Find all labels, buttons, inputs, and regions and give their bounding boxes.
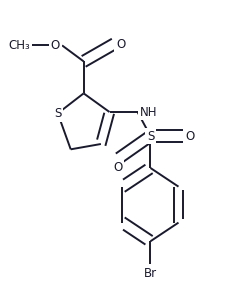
Text: S: S xyxy=(147,130,154,143)
Text: O: O xyxy=(51,39,60,52)
Text: O: O xyxy=(185,130,194,143)
Text: O: O xyxy=(113,161,123,174)
Text: NH: NH xyxy=(140,105,157,119)
Text: O: O xyxy=(116,37,125,51)
Text: Br: Br xyxy=(144,267,157,280)
Text: CH₃: CH₃ xyxy=(8,39,30,52)
Text: S: S xyxy=(54,107,62,120)
